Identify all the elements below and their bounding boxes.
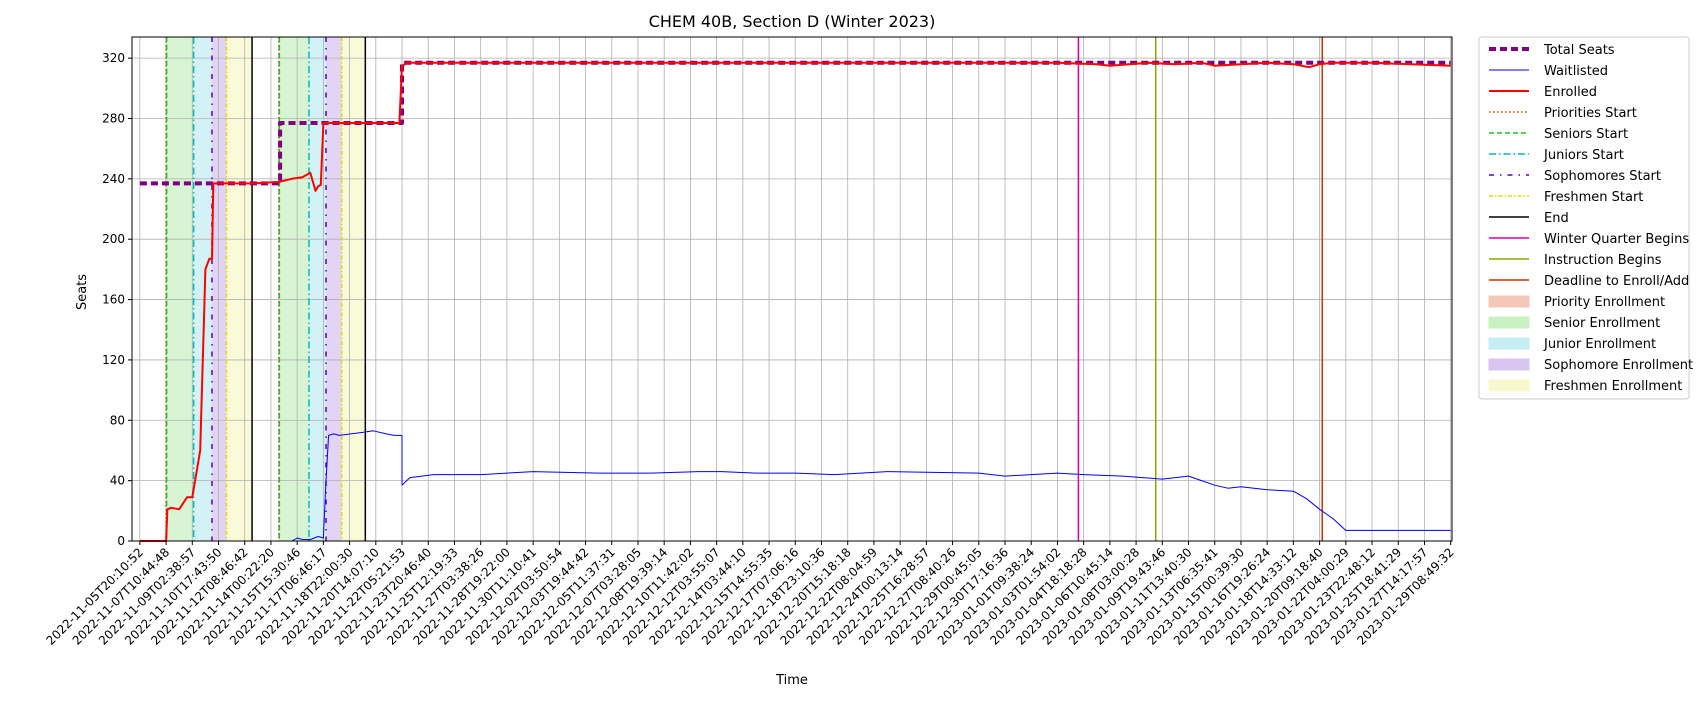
- y-axis: 0 40 80 120 160 200 240 280 320: [102, 51, 132, 548]
- x-axis-label: Time: [775, 673, 808, 688]
- series-line-waitlisted: [139, 430, 1451, 542]
- chart-title: CHEM 40B, Section D (Winter 2023): [649, 12, 936, 31]
- legend-label: Freshmen Start: [1544, 190, 1643, 205]
- shaded-region: [166, 37, 194, 541]
- y-tick-label: 200: [102, 232, 125, 246]
- legend-label: Sophomore Enrollment: [1544, 358, 1693, 373]
- legend-swatch: [1488, 316, 1530, 329]
- shaded-region: [341, 37, 366, 541]
- y-axis-label: Seats: [75, 274, 90, 310]
- shaded-region: [278, 37, 309, 541]
- shaded-region: [326, 37, 342, 541]
- legend-label: Sophomores Start: [1544, 169, 1661, 184]
- legend-label: Priorities Start: [1544, 106, 1637, 121]
- legend-swatch: [1488, 295, 1530, 308]
- grid: [132, 37, 1452, 542]
- y-tick-label: 80: [110, 413, 125, 427]
- series: [139, 60, 1451, 542]
- y-tick-label: 0: [117, 534, 125, 548]
- y-tick-label: 320: [102, 51, 125, 65]
- legend-label: Junior Enrollment: [1543, 337, 1656, 352]
- plot-frame: [131, 36, 1453, 542]
- y-tick-label: 120: [102, 353, 125, 367]
- legend-label: Winter Quarter Begins: [1544, 232, 1689, 247]
- legend-label: Deadline to Enroll/Add: [1544, 274, 1689, 289]
- y-tick-label: 240: [102, 172, 125, 186]
- y-tick-label: 160: [102, 293, 125, 307]
- legend-swatch: [1488, 379, 1530, 392]
- legend-label: Total Seats: [1543, 43, 1615, 58]
- legend-label: Priority Enrollment: [1544, 295, 1665, 310]
- shaded-region: [226, 37, 253, 541]
- legend-label: Seniors Start: [1544, 127, 1628, 142]
- legend-label: Juniors Start: [1543, 148, 1624, 163]
- event-lines: [165, 37, 1323, 541]
- y-tick-label: 40: [110, 474, 125, 488]
- legend-label: Waitlisted: [1544, 64, 1608, 79]
- legend-swatch: [1488, 337, 1530, 350]
- legend-swatch: [1488, 358, 1530, 371]
- legend-label: Senior Enrollment: [1544, 316, 1660, 331]
- legend-label: Enrolled: [1544, 85, 1597, 100]
- legend: Total Seats Waitlisted Enrolled Priorities …: [1478, 36, 1693, 400]
- legend-box: [1478, 36, 1690, 400]
- legend-label: End: [1544, 211, 1569, 226]
- series-line-enrolled: [139, 61, 1451, 542]
- y-tick-label: 280: [102, 111, 125, 125]
- shaded-region: [211, 37, 227, 541]
- legend-label: Freshmen Enrollment: [1544, 379, 1682, 394]
- shaded-region: [193, 37, 212, 541]
- legend-label: Instruction Begins: [1544, 253, 1662, 268]
